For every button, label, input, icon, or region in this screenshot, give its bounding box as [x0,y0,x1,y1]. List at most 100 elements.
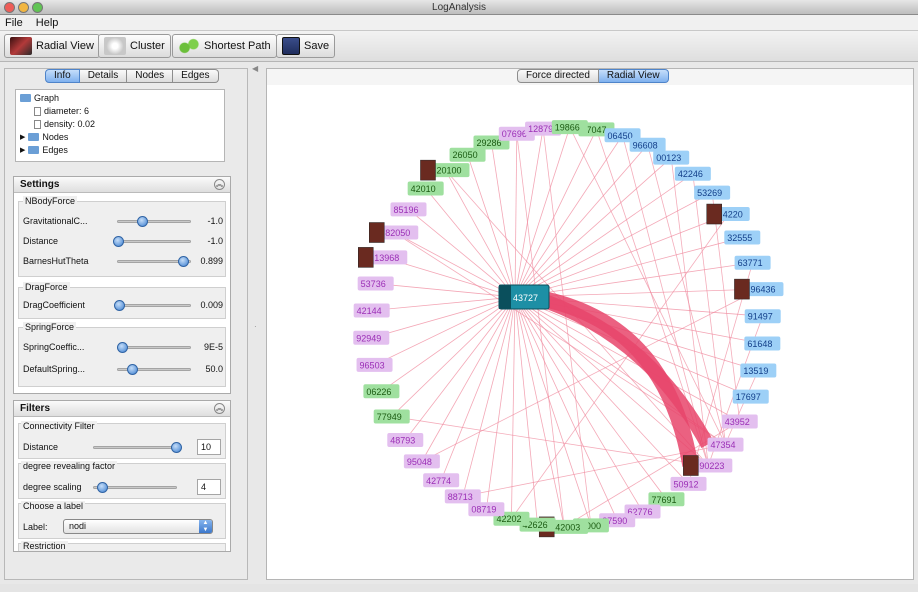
graph-node[interactable]: 26050 [449,147,486,162]
graph-node[interactable]: 61648 [744,336,781,351]
tree-item-edges[interactable]: ▶ Edges [20,145,68,155]
slider-knob[interactable] [171,442,182,453]
graph-node-box[interactable] [552,519,589,534]
tab-force-directed[interactable]: Force directed [517,69,599,83]
minimize-window-icon[interactable] [18,2,29,13]
graph-node[interactable]: 92949 [353,330,390,345]
tab-radial-view[interactable]: Radial View [598,69,669,83]
settings-header[interactable]: Settings ︽ [14,177,230,193]
graph-node-box[interactable] [371,250,408,265]
graph-node[interactable]: 42774 [423,473,460,488]
save-button[interactable]: Save [276,34,336,58]
graph-node-box[interactable] [356,357,393,372]
graph-node-box[interactable] [629,137,666,152]
slider-knob[interactable] [136,216,148,227]
graph-node[interactable]: 95048 [403,454,440,469]
slider-knob[interactable] [116,342,128,353]
graph-node-box[interactable] [653,150,690,165]
barneshut-slider[interactable] [117,256,191,267]
graph-node-box[interactable] [744,336,781,351]
collapse-icon[interactable]: ︽ [214,179,225,190]
graph-node-box[interactable] [444,489,481,504]
graph-node[interactable]: 20100 [420,159,470,181]
degree-value-field[interactable]: 4 [197,479,221,495]
disclosure-triangle-icon[interactable]: ▶ [20,134,26,141]
close-window-icon[interactable] [4,2,15,13]
graph-node-box[interactable] [724,230,761,245]
split-divider[interactable]: ◀ · [251,64,261,580]
graph-node[interactable]: 00123 [653,150,690,165]
distance-slider[interactable] [113,236,191,247]
slider-knob[interactable] [177,256,189,267]
graph-node-box[interactable] [423,473,460,488]
graph-node[interactable]: 63771 [734,255,771,270]
connectivity-value-field[interactable]: 10 [197,439,221,455]
cluster-button[interactable]: Cluster [98,34,171,58]
degree-slider[interactable] [93,482,177,493]
graph-node[interactable]: 91497 [744,309,781,324]
tree-item-nodes[interactable]: ▶ Nodes [20,132,69,142]
graph-node[interactable]: 4220 [706,203,750,225]
graph-node-box[interactable] [707,437,744,452]
graph-node[interactable]: 32555 [724,230,761,245]
menu-file[interactable]: File [5,17,23,29]
graph-node[interactable]: 96608 [629,137,666,152]
slider-knob[interactable] [97,482,109,493]
graph-node-box[interactable] [403,454,440,469]
graph-node-box[interactable] [353,303,390,318]
graph-node[interactable]: 42246 [674,166,711,181]
graph-node-box[interactable] [353,330,390,345]
graph-node[interactable]: 50912 [670,476,707,491]
graph-node-box[interactable] [670,476,707,491]
collapse-left-icon[interactable]: ◀ [252,64,259,73]
graph-node-box[interactable] [747,282,784,297]
graph-node-box[interactable] [363,384,400,399]
graph-node[interactable]: 53736 [357,276,394,291]
graph-node[interactable]: 82050 [369,222,419,243]
tab-edges[interactable]: Edges [173,69,219,83]
graph-node-box[interactable] [387,432,424,447]
graph-node[interactable]: 19866 [551,120,588,135]
gravitational-slider[interactable] [117,216,191,227]
graph-node-box[interactable] [694,185,731,200]
graph-node-box[interactable] [674,166,711,181]
graph-node[interactable]: 96436 [734,278,784,300]
center-node[interactable]: 43727 [498,284,550,310]
graph-node-box[interactable] [696,458,733,473]
tree-item-graph[interactable]: Graph [20,93,59,103]
graph-node[interactable]: 48793 [387,432,424,447]
filters-header[interactable]: Filters ︽ [14,401,230,417]
spring-coefficient-slider[interactable] [116,342,191,353]
graph-node-box[interactable] [433,163,470,178]
label-select[interactable]: nodi ▲ ▼ [63,519,213,534]
graph-node[interactable]: 42010 [407,181,444,196]
disclosure-triangle-icon[interactable]: ▶ [20,147,26,154]
radial-view-button[interactable]: Radial View [4,34,100,58]
graph-node[interactable]: 77949 [373,409,410,424]
graph-node[interactable]: 77691 [648,492,685,507]
connectivity-slider[interactable] [93,442,182,453]
graph-node-box[interactable] [744,309,781,324]
divider-grip-icon[interactable]: · [254,322,257,331]
collapse-icon[interactable]: ︽ [214,403,225,414]
graph-node-box[interactable] [721,414,758,429]
graph-node[interactable]: 13968 [358,247,408,268]
graph-node-box[interactable] [740,363,777,378]
slider-knob[interactable] [127,364,139,375]
graph-node[interactable]: 43952 [721,414,758,429]
shortest-path-button[interactable]: Shortest Path [172,34,277,58]
graph-node-box[interactable] [732,389,769,404]
graph-node-box[interactable] [382,225,419,240]
graph-node-box[interactable] [407,181,444,196]
tab-details[interactable]: Details [79,69,128,83]
zoom-window-icon[interactable] [32,2,43,13]
menu-help[interactable]: Help [35,17,59,29]
graph-node-box[interactable] [373,409,410,424]
tree-item-diameter[interactable]: diameter: 6 [34,106,89,116]
slider-knob[interactable] [113,236,124,247]
graph-node[interactable]: 85196 [390,202,427,217]
graph-node[interactable]: 42144 [353,303,390,318]
graph-node[interactable]: 06226 [363,384,400,399]
graph-node[interactable]: 17697 [732,389,769,404]
